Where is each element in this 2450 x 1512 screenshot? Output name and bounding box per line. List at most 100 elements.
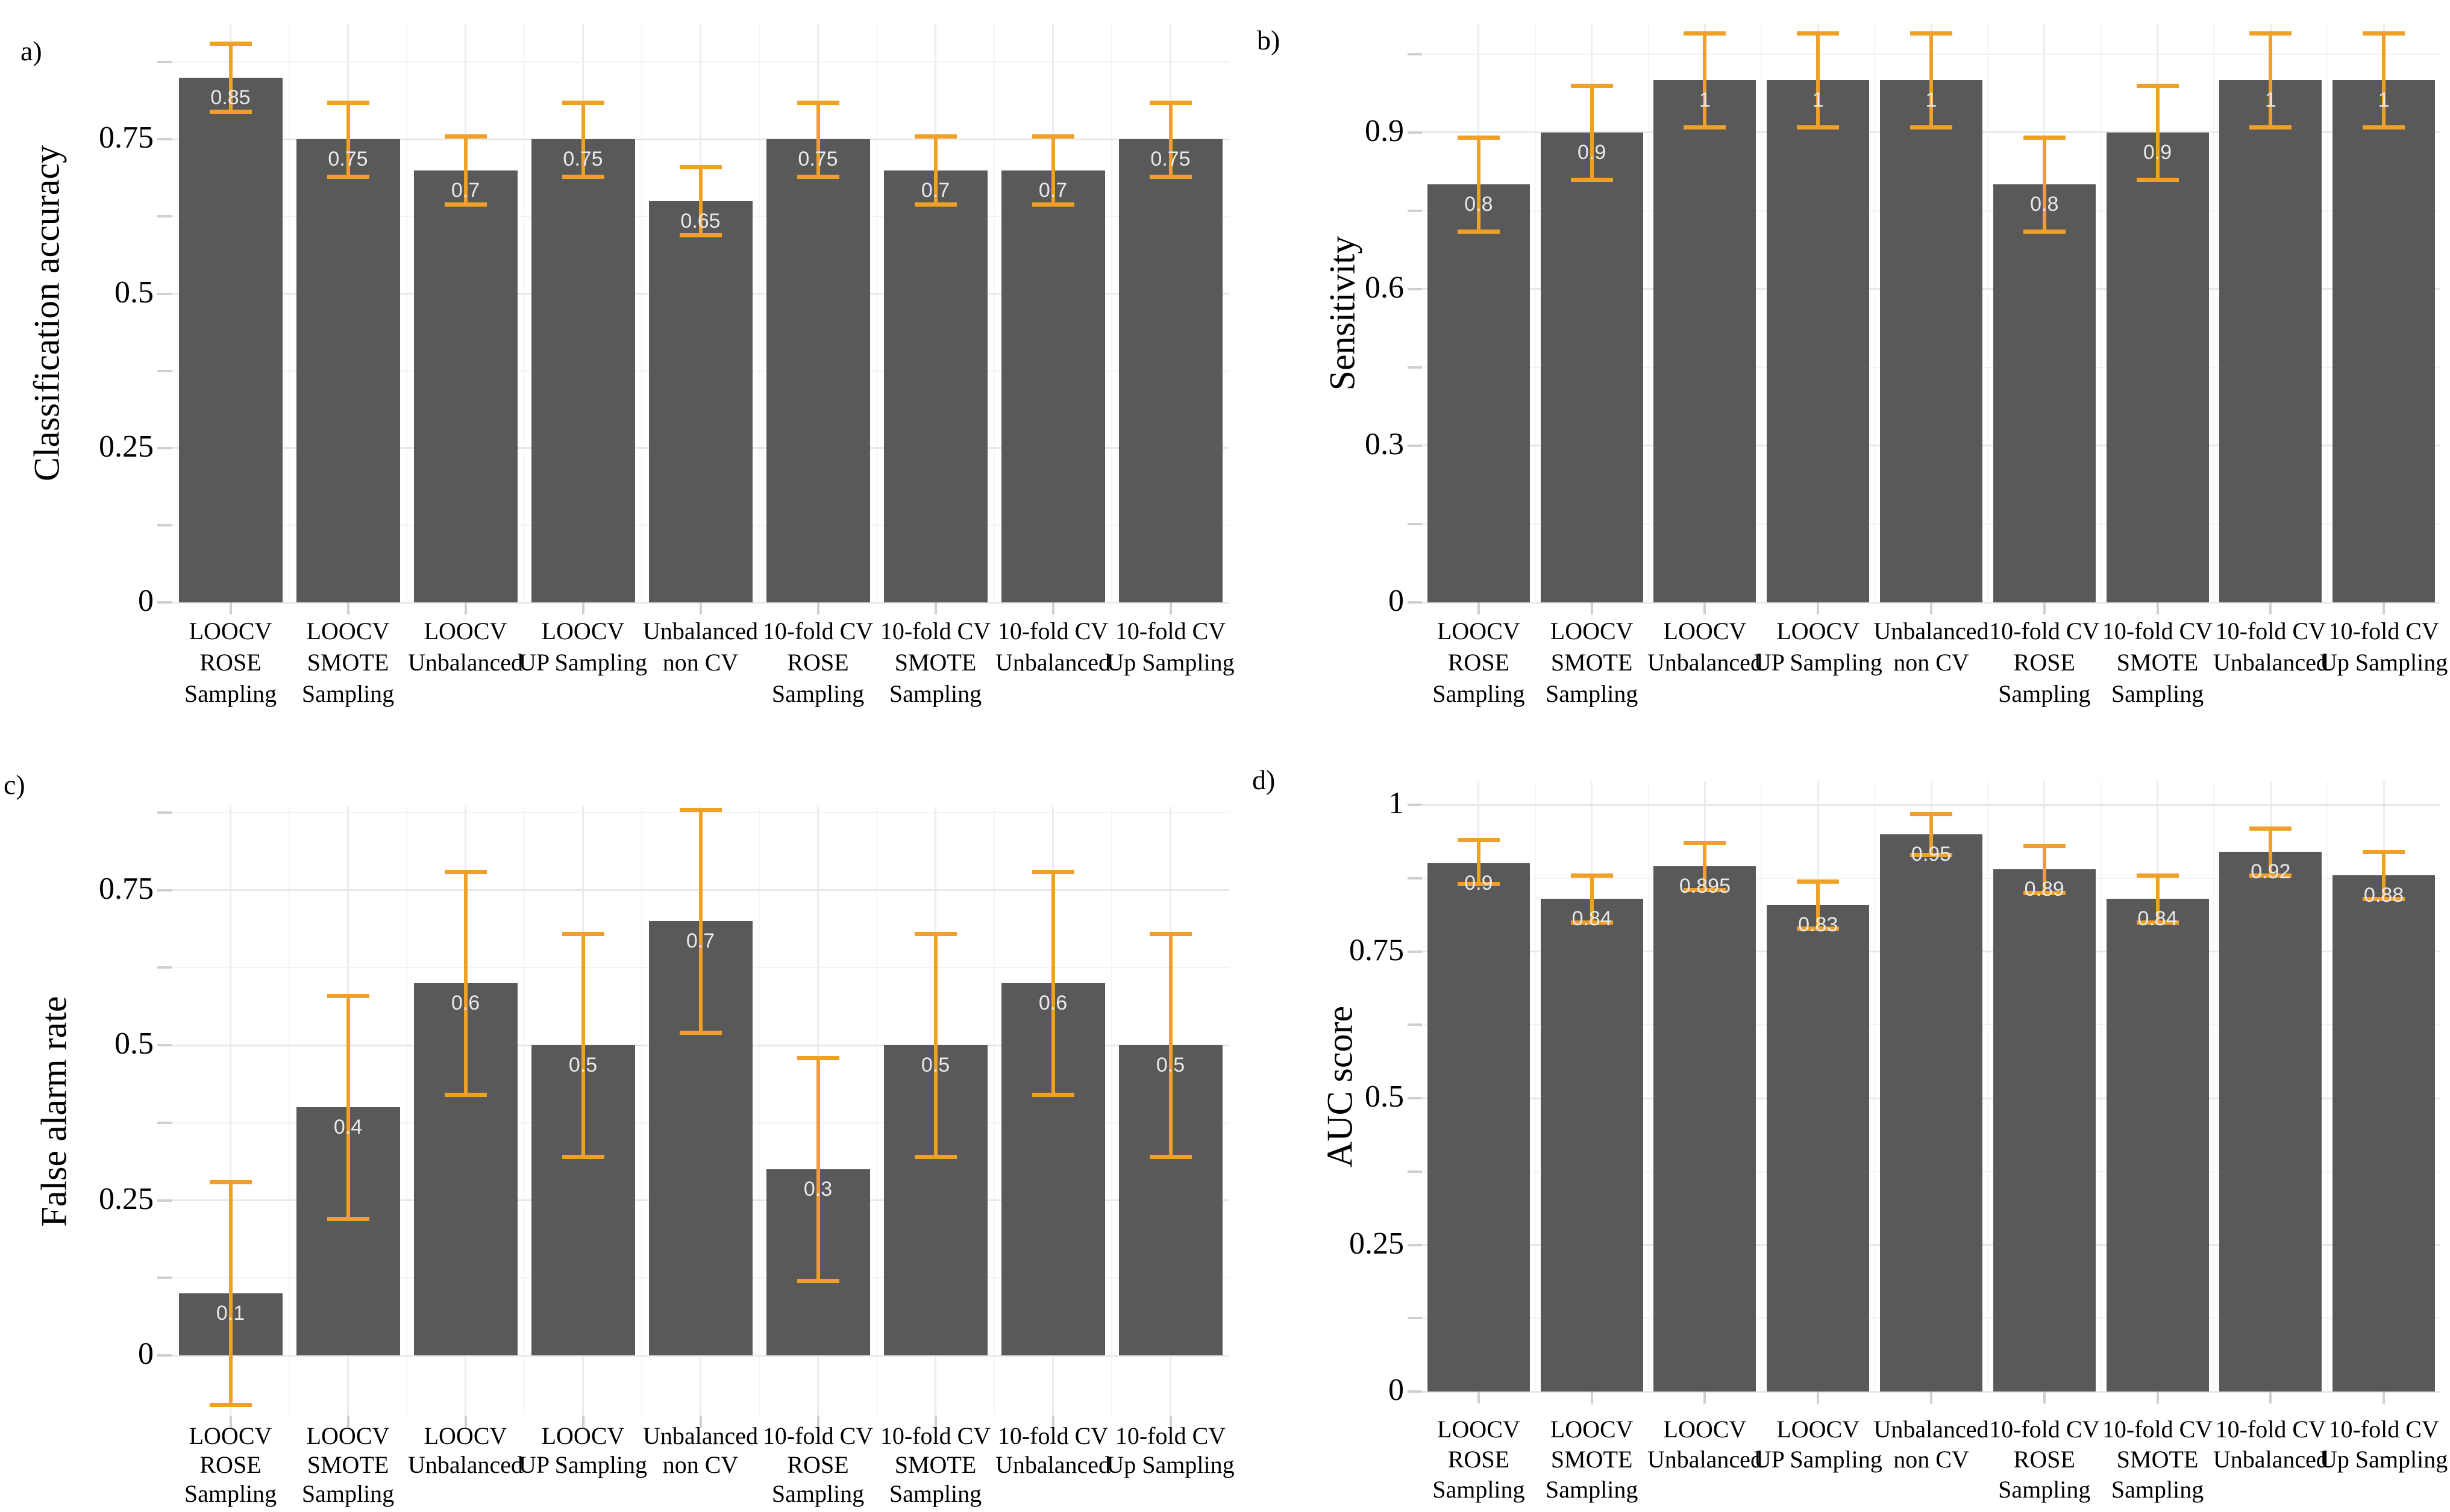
bar-value-label: 0.75 bbox=[1150, 148, 1191, 171]
bar bbox=[1653, 866, 1756, 1392]
x-axis-category-label: 10-fold CV SMOTE Sampling bbox=[857, 1422, 1014, 1508]
x-axis-category-label-line: ROSE bbox=[1447, 649, 1509, 676]
x-axis-category-label-line: SMOTE bbox=[1550, 1446, 1633, 1473]
vertical-minor-gridline bbox=[524, 807, 525, 1416]
y-axis-tick-label: 0.5 bbox=[114, 1026, 154, 1061]
vertical-minor-gridline bbox=[1761, 24, 1762, 602]
bar-value-label: 0.6 bbox=[451, 992, 480, 1014]
x-axis-category-label-line: non CV bbox=[1893, 649, 1969, 676]
error-bar-cap-bottom bbox=[2249, 125, 2292, 130]
x-axis-category-label-line: SMOTE bbox=[2116, 649, 2199, 676]
bar-value-label: 0.95 bbox=[1911, 842, 1952, 866]
minor-gridline bbox=[172, 61, 1229, 63]
error-bar-line bbox=[463, 871, 468, 1095]
vertical-minor-gridline bbox=[1111, 807, 1112, 1416]
x-axis-category-label: 10-fold CV SMOTE Sampling bbox=[2079, 1414, 2236, 1505]
error-bar-cap-bottom bbox=[444, 202, 487, 207]
x-axis-tick bbox=[1930, 602, 1932, 614]
bar bbox=[1767, 904, 1870, 1392]
y-axis-tick-label: 0.5 bbox=[1365, 1079, 1404, 1114]
x-axis-category-label: LOOCV UP Sampling bbox=[1740, 1414, 1896, 1475]
bar-value-label: 0.9 bbox=[2143, 140, 2172, 164]
x-axis-tick bbox=[464, 1416, 467, 1428]
error-bar-cap-bottom bbox=[2363, 896, 2405, 901]
x-axis-category-label-line: LOOCV bbox=[189, 1422, 272, 1449]
bar-value-label: 0.8 bbox=[2030, 193, 2059, 216]
error-bar-cap-bottom bbox=[2249, 873, 2292, 878]
x-axis-tick bbox=[934, 1416, 937, 1428]
x-axis-category-label: Unbalanced non CV bbox=[622, 1422, 779, 1479]
bar bbox=[2106, 132, 2209, 602]
error-bar-line bbox=[2155, 875, 2160, 922]
y-axis-tick-label: 0.25 bbox=[1349, 1226, 1404, 1261]
x-axis-category-label-line: Sampling bbox=[889, 680, 982, 707]
vertical-minor-gridline bbox=[1647, 24, 1649, 602]
x-axis-category-label-line: LOOCV bbox=[189, 617, 272, 645]
y-axis-tick bbox=[157, 292, 172, 295]
x-axis-category-label: LOOCV SMOTE Sampling bbox=[1514, 616, 1670, 710]
error-bar-line bbox=[933, 136, 938, 204]
error-bar-line bbox=[698, 809, 703, 1033]
x-axis-category-label-line: Sampling bbox=[771, 680, 865, 707]
error-bar-cap-top bbox=[679, 165, 722, 170]
error-bar-cap-top bbox=[2249, 826, 2292, 831]
bar-value-label: 0.88 bbox=[2364, 883, 2404, 907]
vertical-minor-gridline bbox=[2326, 24, 2328, 602]
bar-value-label: 0.83 bbox=[1798, 913, 1838, 936]
error-bar-line bbox=[2042, 137, 2046, 232]
y-axis-minor-tick bbox=[1408, 522, 1422, 525]
error-bar-cap-bottom bbox=[327, 1217, 369, 1222]
plot-area-c: 0.1 0.4 0.6 0.5 0.7 0.3 0.5 0.6 0.5 bbox=[172, 807, 1229, 1416]
error-bar-cap-top bbox=[444, 134, 487, 139]
x-axis-category-label-line: LOOCV bbox=[1436, 617, 1520, 645]
error-bar-line bbox=[463, 136, 468, 204]
error-bar-line bbox=[1816, 33, 1820, 128]
vertical-minor-gridline bbox=[2213, 24, 2215, 602]
x-axis-tick bbox=[2383, 1392, 2386, 1404]
x-axis-category-label-line: 10-fold CV bbox=[2328, 617, 2439, 645]
x-axis-tick bbox=[2156, 602, 2159, 614]
bar bbox=[883, 170, 988, 602]
error-bar-line bbox=[698, 167, 703, 236]
x-axis-category-label: 10-fold CV Unbalanced bbox=[2192, 1414, 2349, 1475]
error-bar-cap-bottom bbox=[914, 202, 957, 207]
x-axis-category-label: Unbalanced non CV bbox=[622, 616, 779, 678]
error-bar-cap-top bbox=[1149, 931, 1192, 936]
plot-area-b: 0.8 0.9 1 1 1 0.8 0.9 1 1 bbox=[1422, 24, 2440, 604]
x-axis-category-label-line: ROSE bbox=[199, 649, 262, 676]
y-axis-tick bbox=[1408, 601, 1422, 604]
bar-value-label: 0.9 bbox=[1577, 140, 1606, 164]
vertical-minor-gridline bbox=[2213, 781, 2215, 1392]
bar-value-label: 0.65 bbox=[680, 209, 721, 233]
error-bar-cap-top bbox=[1457, 838, 1500, 843]
x-axis-category-label-line: LOOCV bbox=[1663, 1416, 1747, 1443]
x-axis-category-label-line: 10-fold CV bbox=[762, 1422, 874, 1449]
x-axis-category-label-line: LOOCV bbox=[541, 1422, 625, 1449]
x-axis-category-label: 10-fold CV Up Sampling bbox=[2305, 1414, 2450, 1475]
error-bar-cap-bottom bbox=[797, 174, 839, 179]
error-bar-cap-bottom bbox=[2136, 920, 2179, 925]
x-axis-category-label: LOOCV SMOTE Sampling bbox=[270, 1422, 427, 1508]
x-axis-category-label-line: Up Sampling bbox=[1106, 1451, 1235, 1478]
error-bar-cap-top bbox=[2023, 844, 2066, 849]
x-axis-category-label-line: LOOCV bbox=[1550, 1416, 1634, 1443]
x-axis-category-label-line: 10-fold CV bbox=[2215, 1416, 2326, 1443]
error-bar-cap-top bbox=[2363, 31, 2405, 36]
x-axis-category-label: LOOCV ROSE Sampling bbox=[1400, 616, 1557, 710]
y-axis-minor-tick bbox=[1408, 209, 1422, 212]
error-bar-line bbox=[346, 995, 350, 1219]
error-bar-cap-top bbox=[914, 134, 957, 139]
y-axis-tick bbox=[157, 601, 172, 604]
x-axis-category-label: 10-fold CV ROSE Sampling bbox=[1966, 1414, 2123, 1505]
bar bbox=[1880, 80, 1982, 602]
x-axis-category-label-line: Sampling bbox=[1998, 680, 2091, 707]
x-axis-category-label-line: Sampling bbox=[2111, 680, 2204, 707]
y-axis-tick bbox=[1408, 1243, 1422, 1246]
y-axis-tick-label: 0.75 bbox=[99, 871, 154, 906]
error-bar-cap-top bbox=[1684, 841, 1726, 846]
error-bar-cap-top bbox=[914, 931, 957, 936]
error-bar-cap-top bbox=[1032, 869, 1074, 874]
error-bar-cap-bottom bbox=[1797, 926, 1840, 931]
error-bar-cap-bottom bbox=[2023, 891, 2066, 896]
vertical-minor-gridline bbox=[994, 23, 995, 602]
